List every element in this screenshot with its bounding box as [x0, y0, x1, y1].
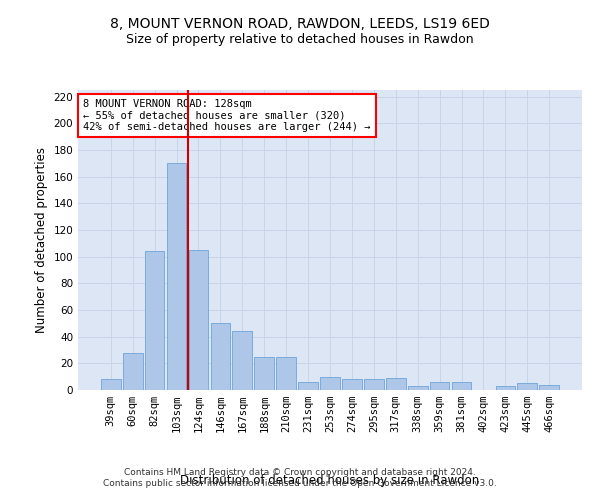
Text: Contains HM Land Registry data © Crown copyright and database right 2024.
Contai: Contains HM Land Registry data © Crown c…	[103, 468, 497, 487]
Bar	[167, 164, 187, 390]
X-axis label: Distribution of detached houses by size in Rawdon: Distribution of detached houses by size …	[181, 474, 479, 487]
Bar	[101, 380, 121, 390]
Bar	[211, 324, 230, 390]
Bar	[254, 356, 274, 390]
Bar	[123, 352, 143, 390]
Y-axis label: Number of detached properties: Number of detached properties	[35, 147, 48, 333]
Bar	[320, 376, 340, 390]
Bar	[145, 252, 164, 390]
Text: 8 MOUNT VERNON ROAD: 128sqm
← 55% of detached houses are smaller (320)
42% of se: 8 MOUNT VERNON ROAD: 128sqm ← 55% of det…	[83, 99, 371, 132]
Bar	[188, 250, 208, 390]
Bar	[276, 356, 296, 390]
Text: 8, MOUNT VERNON ROAD, RAWDON, LEEDS, LS19 6ED: 8, MOUNT VERNON ROAD, RAWDON, LEEDS, LS1…	[110, 18, 490, 32]
Bar	[232, 332, 252, 390]
Bar	[298, 382, 318, 390]
Text: Size of property relative to detached houses in Rawdon: Size of property relative to detached ho…	[126, 32, 474, 46]
Bar	[496, 386, 515, 390]
Bar	[430, 382, 449, 390]
Bar	[452, 382, 472, 390]
Bar	[408, 386, 428, 390]
Bar	[517, 384, 537, 390]
Bar	[539, 384, 559, 390]
Bar	[364, 380, 384, 390]
Bar	[342, 380, 362, 390]
Bar	[386, 378, 406, 390]
